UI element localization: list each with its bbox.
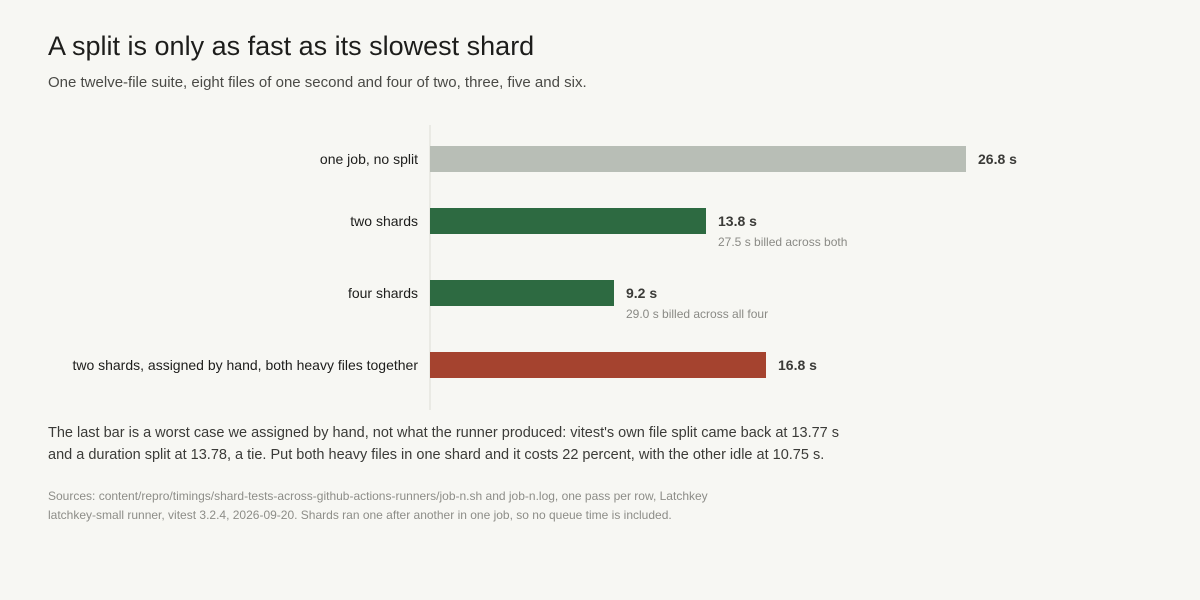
chart-title: A split is only as fast as its slowest s… — [48, 31, 535, 61]
footnote: The last bar is a worst case we assigned… — [48, 422, 908, 466]
value-label: 16.8 s — [778, 357, 817, 373]
chart-subtitle: One twelve-file suite, eight files of on… — [48, 74, 587, 91]
footnote-line-2: and a duration split at 13.78, a tie. Pu… — [48, 447, 825, 463]
sources-line-2: latchkey-small runner, vitest 3.2.4, 202… — [48, 508, 672, 522]
bar — [430, 280, 614, 306]
sources-note: Sources: content/repro/timings/shard-tes… — [48, 487, 808, 525]
category-label: one job, no split — [320, 151, 418, 167]
footnote-line-1: The last bar is a worst case we assigned… — [48, 425, 840, 441]
value-label: 26.8 s — [978, 151, 1017, 167]
category-label: two shards — [350, 213, 418, 229]
category-label: four shards — [348, 285, 418, 301]
bar — [430, 208, 706, 234]
value-label: 13.8 s — [718, 213, 757, 229]
sources-line-1: Sources: content/repro/timings/shard-tes… — [48, 489, 708, 503]
category-label: two shards, assigned by hand, both heavy… — [72, 357, 418, 373]
bar — [430, 352, 766, 378]
bar — [430, 146, 966, 172]
bar-chart: one job, no split 26.8 s two shards 13.8 s 2… — [72, 125, 1017, 410]
bars-layer: one job, no split 26.8 s two shards 13.8 s 2… — [72, 146, 1017, 378]
bar-annotation: 27.5 s billed across both — [718, 235, 847, 249]
bar-annotation: 29.0 s billed across all four — [626, 307, 768, 321]
value-label: 9.2 s — [626, 285, 657, 301]
